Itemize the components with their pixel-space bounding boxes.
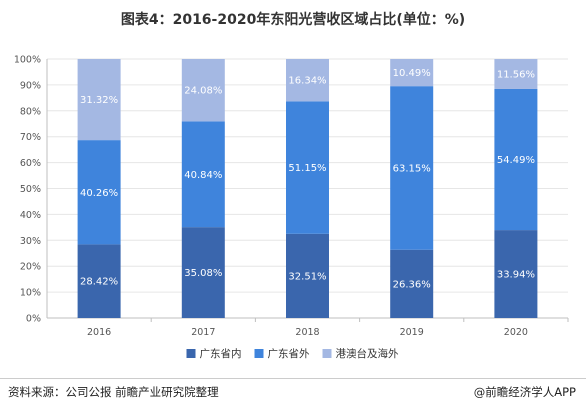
legend-swatch	[254, 349, 264, 358]
data-label: 24.08%	[184, 86, 222, 97]
bar-segment	[77, 244, 121, 318]
legend-swatch	[186, 349, 196, 358]
x-tick-label: 2017	[191, 327, 215, 338]
data-label: 35.08%	[184, 268, 222, 279]
bar-segment	[494, 59, 538, 89]
footer-source: 资料来源：公司公报 前瞻产业研究院整理	[8, 385, 219, 399]
data-label: 33.94%	[497, 270, 535, 281]
bar-segment	[286, 101, 329, 234]
y-tick-label: 40%	[20, 210, 41, 221]
x-tick-label: 2016	[87, 327, 111, 338]
bar-segment	[390, 249, 434, 318]
bar-segment	[181, 59, 225, 122]
legend-label: 港澳台及海外	[336, 347, 399, 360]
y-tick-label: 90%	[20, 80, 41, 91]
data-label: 10.49%	[393, 68, 431, 79]
data-label: 32.51%	[288, 271, 326, 282]
bar-segment	[181, 121, 225, 228]
data-label: 54.49%	[497, 155, 535, 166]
legend-label: 广东省外	[268, 347, 310, 360]
bar-segment	[77, 140, 121, 245]
data-label: 31.32%	[80, 95, 118, 106]
data-label: 11.56%	[497, 69, 535, 80]
x-tick-label: 2018	[295, 327, 319, 338]
bar-segment	[390, 86, 434, 250]
y-tick-label: 30%	[20, 236, 41, 247]
legend-label: 广东省内	[200, 347, 242, 360]
bar-segment	[494, 88, 538, 231]
data-label: 28.42%	[80, 277, 118, 288]
y-tick-label: 20%	[20, 262, 41, 273]
bar-segment	[390, 59, 434, 87]
data-label: 51.15%	[288, 163, 326, 174]
y-tick-label: 10%	[20, 288, 41, 299]
y-tick-label: 60%	[20, 158, 41, 169]
y-tick-label: 0%	[26, 314, 41, 325]
footer-divider	[0, 378, 586, 379]
y-tick-label: 70%	[20, 132, 41, 143]
stacked-bar-chart: 0% 10% 20% 30% 40% 50% 60% 70% 80% 90% 100% 28.42% 4…	[14, 55, 569, 360]
bar-segment	[77, 59, 121, 141]
chart-title: 图表4：2016-2020年东阳光营收区域占比(单位：%)	[120, 12, 466, 28]
data-label: 26.36%	[393, 279, 431, 290]
x-tick-label: 2019	[400, 327, 424, 338]
bar-segment	[181, 227, 225, 318]
x-tick-label: 2020	[504, 327, 528, 338]
y-tick-label: 80%	[20, 106, 41, 117]
data-label: 16.34%	[288, 76, 326, 87]
y-tick-label: 50%	[20, 184, 41, 195]
bar-segment	[286, 59, 329, 102]
bar-segment	[494, 230, 538, 318]
data-label: 63.15%	[393, 163, 431, 174]
legend-swatch	[322, 349, 332, 358]
bar-segment	[286, 233, 329, 318]
y-tick-label: 100%	[14, 55, 41, 66]
data-label: 40.84%	[184, 170, 222, 181]
footer-brand: @前瞻经济学人APP	[473, 385, 576, 399]
data-label: 40.26%	[80, 188, 118, 199]
